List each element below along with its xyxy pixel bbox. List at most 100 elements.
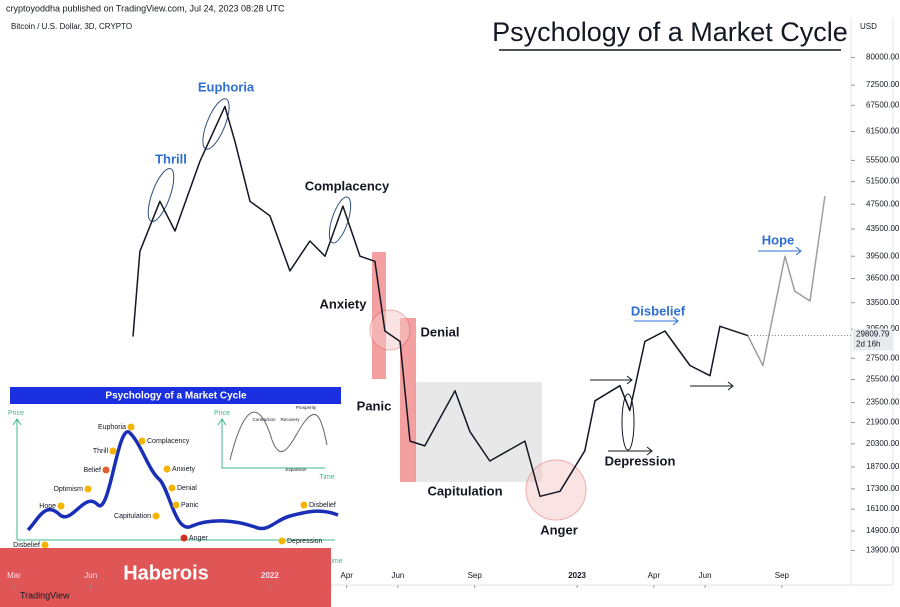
x-tick-label: Jun	[84, 571, 97, 580]
mini-axis	[217, 418, 325, 469]
inset-axis	[12, 418, 22, 540]
y-tick-label: 43500.00	[866, 224, 900, 233]
x-tick-label: 2022	[261, 571, 279, 580]
highlight-ellipse	[621, 393, 635, 451]
inset-curve	[26, 430, 339, 532]
countdown: 2d 16h	[856, 340, 880, 349]
highlight-ellipse	[328, 196, 352, 244]
publisher: cryptoyoddha published on TradingView.co…	[6, 3, 285, 13]
mini-label: Expansion	[285, 467, 307, 472]
y-tick-label: 61500.00	[866, 127, 900, 136]
x-tick-label: Apr	[648, 571, 661, 580]
inset-axis-label: Time	[327, 558, 342, 565]
phase-icon	[84, 485, 92, 493]
phase-icon	[127, 423, 135, 431]
annotation: Denial	[420, 324, 459, 339]
watermark-banner	[0, 548, 331, 607]
currency: USD	[860, 22, 877, 31]
annotation: Anger	[540, 522, 578, 537]
y-tick-label: 27500.00	[866, 353, 900, 362]
phase-icon	[138, 437, 146, 445]
mini-axis-label: Price	[214, 410, 230, 417]
annotation: Hope	[762, 232, 795, 247]
phase-icon	[57, 502, 65, 510]
arrows	[590, 375, 734, 456]
inset-title: Psychology of a Market Cycle	[105, 391, 247, 402]
phase-icon	[278, 537, 286, 545]
phase-label: Thrill	[93, 448, 109, 455]
x-tick-label: Mar	[7, 571, 21, 580]
highlight-circle	[525, 459, 587, 521]
y-tick-label: 20300.00	[866, 439, 900, 448]
symbol: Bitcoin / U.S. Dollar, 3D, CRYPTO	[11, 22, 132, 31]
y-tick-label: 55500.00	[866, 156, 900, 165]
phase-icon	[102, 466, 110, 474]
mini-label: Recovery	[280, 417, 300, 422]
phase-icon	[152, 512, 160, 520]
plot	[132, 105, 826, 498]
annotation: Panic	[357, 398, 392, 413]
phase-icon	[109, 447, 117, 455]
y-tick-label: 47500.00	[866, 199, 900, 208]
x-tick-label: 2023	[568, 571, 586, 580]
annotation: Euphoria	[198, 79, 255, 94]
phase-label: Depression	[287, 538, 323, 545]
last-price-box	[853, 328, 892, 351]
phase-label: Denial	[177, 485, 197, 492]
price-line	[747, 195, 826, 367]
phase-label: Euphoria	[98, 424, 126, 431]
y-tick-label: 21900.00	[866, 418, 900, 427]
y-tick-label: 33500.00	[866, 298, 900, 307]
phase-label: Disbelief	[309, 502, 336, 509]
footer: TradingView	[20, 590, 70, 600]
phase-icon	[168, 484, 176, 492]
y-tick-label: 80000.00	[866, 52, 900, 61]
phase-label: Anxiety	[172, 466, 195, 473]
annotation: Capitulation	[427, 483, 502, 498]
y-tick-label: 67500.00	[866, 100, 900, 109]
y-tick-label: 23500.00	[866, 398, 900, 407]
x-tick-label: Apr	[341, 571, 354, 580]
annotation: Complacency	[305, 178, 390, 193]
phase-label: Complacency	[147, 438, 190, 445]
inset-axis-label: Price	[8, 410, 24, 417]
y-tick-label: 14900.00	[866, 526, 900, 535]
highlight-circle	[369, 309, 411, 351]
phase-label: Anger	[189, 535, 208, 542]
y-tick-label: 17300.00	[866, 484, 900, 493]
x-tick-label: Jun	[699, 571, 712, 580]
watermark: Haberois	[123, 562, 209, 584]
phase-icon	[300, 501, 308, 509]
phase-label: Panic	[181, 502, 199, 509]
phase-label: Disbelief	[13, 542, 40, 549]
phase-icon	[41, 541, 49, 549]
last-price: 29809.79	[856, 330, 890, 339]
annotation: Depression	[605, 453, 676, 468]
y-tick-label: 51500.00	[866, 177, 900, 186]
y-tick-label: 72500.00	[866, 80, 900, 89]
range-box	[415, 382, 542, 482]
phase-label: Belief	[83, 467, 101, 474]
y-tick-label: 36500.00	[866, 274, 900, 283]
phase-label: Capitulation	[114, 513, 151, 520]
y-tick-label: 18700.00	[866, 462, 900, 471]
x-tick-label: Sep	[468, 571, 483, 580]
chart-title: Psychology of a Market Cycle	[492, 17, 848, 47]
arrows	[634, 246, 802, 326]
phase-icon	[163, 465, 171, 473]
inset: Psychology of a Market Cycle Price Time …	[8, 387, 343, 565]
mini-label: Prosperity	[296, 405, 317, 410]
annotation: Anxiety	[320, 296, 368, 311]
y-tick-label: 13900.00	[866, 546, 900, 555]
mini-label: Contraction	[252, 417, 276, 422]
phase-label: Optimism	[53, 486, 83, 493]
phase-icon	[180, 534, 188, 542]
phase-label: Hope	[39, 503, 56, 510]
mini-curve	[229, 411, 328, 461]
inset-title-bar	[10, 387, 341, 404]
y-tick-label: 16100.00	[866, 504, 900, 513]
mini-axis-label: Time	[319, 474, 334, 481]
y-tick-label: 25500.00	[866, 375, 900, 384]
phase-icon	[172, 501, 180, 509]
